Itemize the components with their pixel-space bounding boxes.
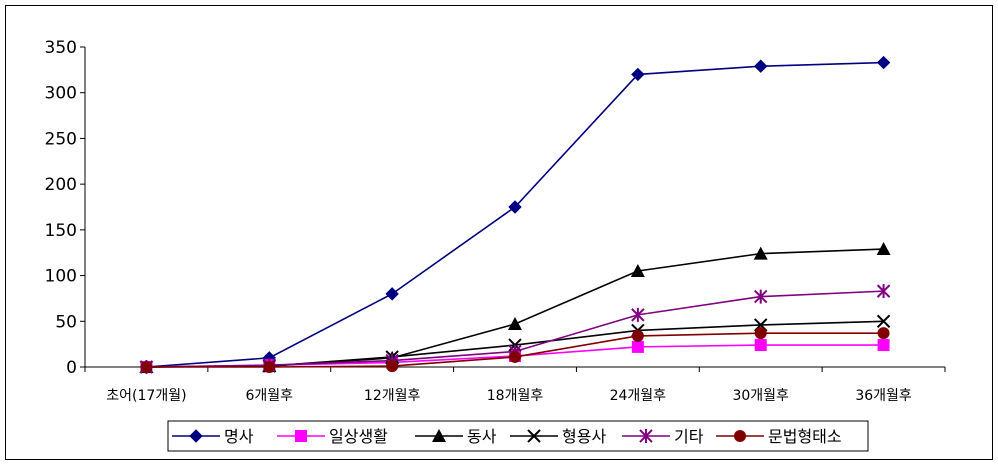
- data-point: [876, 242, 891, 256]
- legend-label: 동사: [467, 427, 497, 446]
- legend-entry: 일상생활: [277, 427, 388, 446]
- data-point: [630, 264, 645, 277]
- legend-entry: 문법형태소: [716, 427, 842, 446]
- data-point: [527, 429, 541, 443]
- legend-entry: 형용사: [510, 427, 606, 446]
- legend-entry: 명사: [172, 427, 254, 446]
- x-tick-label: 30개월후: [732, 388, 789, 404]
- legend-label: 기타: [674, 427, 704, 446]
- y-tick-label: 350: [45, 38, 77, 58]
- series-6: [140, 327, 890, 373]
- x-axis: 초어(17개월) 6개월후 12개월후 18개월후 24개월후 30개월후 36개월후: [84, 367, 946, 404]
- data-point: [631, 329, 644, 342]
- data-point: [877, 327, 890, 340]
- legend-label: 형용사: [562, 427, 606, 446]
- y-tick-label: 100: [45, 267, 77, 287]
- x-tick-label: 6개월후: [246, 388, 294, 404]
- legend: 명사 일상생활 동사 형용사 기타 문법형태소: [167, 420, 869, 452]
- legend-entry: 기타: [622, 427, 704, 446]
- x-tick-label: 18개월후: [487, 388, 544, 404]
- data-point: [295, 430, 307, 442]
- y-tick-label: 250: [45, 129, 77, 149]
- data-point: [631, 340, 644, 353]
- data-point: [140, 361, 153, 373]
- data-point: [754, 289, 768, 304]
- x-tick-label: 36개월후: [855, 388, 912, 404]
- data-point: [263, 361, 276, 373]
- x-tick-label: 24개월후: [610, 388, 667, 404]
- y-tick-label: 200: [45, 175, 77, 195]
- data-point: [385, 287, 399, 301]
- data-point: [509, 350, 521, 363]
- data-point: [753, 246, 768, 260]
- data-point: [876, 314, 891, 328]
- legend-label: 문법형태소: [768, 427, 842, 446]
- y-tick-label: 0: [66, 358, 77, 378]
- legend-label: 일상생활: [329, 427, 388, 446]
- data-point: [432, 429, 446, 442]
- data-point: [508, 200, 522, 214]
- x-tick-label: 12개월후: [364, 388, 421, 404]
- y-axis: 0 50 100 150 200 250 300 350: [45, 38, 85, 378]
- series-1: [139, 55, 891, 374]
- legend-entry: 동사: [415, 427, 497, 446]
- legend-label: 명사: [224, 427, 254, 446]
- series-layer: [139, 55, 891, 374]
- data-point: [876, 55, 891, 70]
- chart-border: [5, 5, 993, 460]
- data-point: [877, 339, 890, 352]
- data-point: [876, 284, 891, 299]
- data-point: [508, 317, 522, 331]
- data-point: [754, 59, 768, 73]
- y-tick-label: 50: [55, 312, 77, 332]
- data-point: [631, 67, 645, 82]
- y-tick-label: 150: [45, 221, 77, 241]
- y-tick-label: 300: [45, 84, 77, 104]
- data-point: [631, 307, 645, 322]
- data-point: [734, 430, 746, 442]
- data-point: [754, 327, 767, 340]
- data-point: [639, 429, 653, 443]
- data-point: [386, 360, 399, 373]
- data-point: [754, 339, 767, 352]
- x-tick-label: 초어(17개월): [106, 388, 186, 404]
- data-point: [189, 429, 203, 443]
